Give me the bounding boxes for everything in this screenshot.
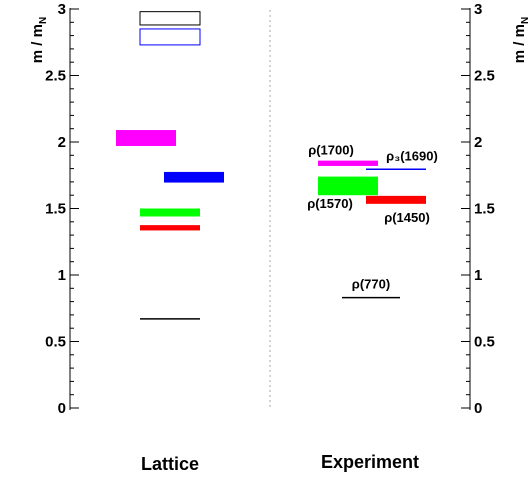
- experiment-levels: ρ(770) ρ(1450) ρ(1570) ρ₃(1690) ρ(1700): [307, 142, 438, 299]
- experiment-level-2: [318, 176, 378, 196]
- lattice-levels: [116, 11, 224, 320]
- left-axis-ticks: 0 0.5 1 1.5 2 2.5 3: [45, 1, 79, 417]
- left-tick-label: 1.5: [45, 201, 66, 218]
- experiment-level-label-4: ρ(1700): [308, 142, 354, 157]
- experiment-level-4: [318, 160, 378, 166]
- right-axis-ticks: 0 0.5 1 1.5 2 2.5 3: [461, 1, 495, 417]
- right-tick-label: 1.5: [474, 201, 495, 218]
- right-tick-label: 0.5: [474, 334, 495, 351]
- right-tick-label: 1: [474, 267, 482, 284]
- experiment-level-label-1: ρ(1450): [384, 210, 430, 225]
- column-label-experiment: Experiment: [321, 452, 419, 472]
- experiment-level-label-2: ρ(1570): [307, 196, 353, 211]
- right-tick-label: 0: [474, 400, 482, 417]
- lattice-level-3: [164, 171, 224, 183]
- y-axis-label-left: m / mN: [29, 17, 49, 63]
- lattice-level-6: [139, 11, 201, 26]
- lattice-level-5: [139, 28, 201, 46]
- lattice-level-1: [140, 225, 200, 231]
- left-tick-label: 0: [58, 400, 66, 417]
- experiment-level-label-3: ρ₃(1690): [386, 148, 438, 163]
- lattice-level-4: [116, 130, 176, 146]
- experiment-level-1: [366, 195, 426, 204]
- right-tick-label: 2: [474, 134, 482, 151]
- left-tick-label: 2.5: [45, 68, 66, 85]
- experiment-level-label-0: ρ(770): [352, 277, 390, 292]
- left-tick-label: 3: [58, 1, 66, 18]
- right-tick-label: 2.5: [474, 68, 495, 85]
- left-tick-label: 2: [58, 134, 66, 151]
- left-tick-label: 0.5: [45, 334, 66, 351]
- left-tick-label: 1: [58, 267, 66, 284]
- lattice-level-2: [140, 208, 200, 217]
- right-tick-label: 3: [474, 1, 482, 18]
- y-axis-label-right: m / mN: [511, 17, 531, 63]
- column-label-lattice: Lattice: [141, 454, 199, 474]
